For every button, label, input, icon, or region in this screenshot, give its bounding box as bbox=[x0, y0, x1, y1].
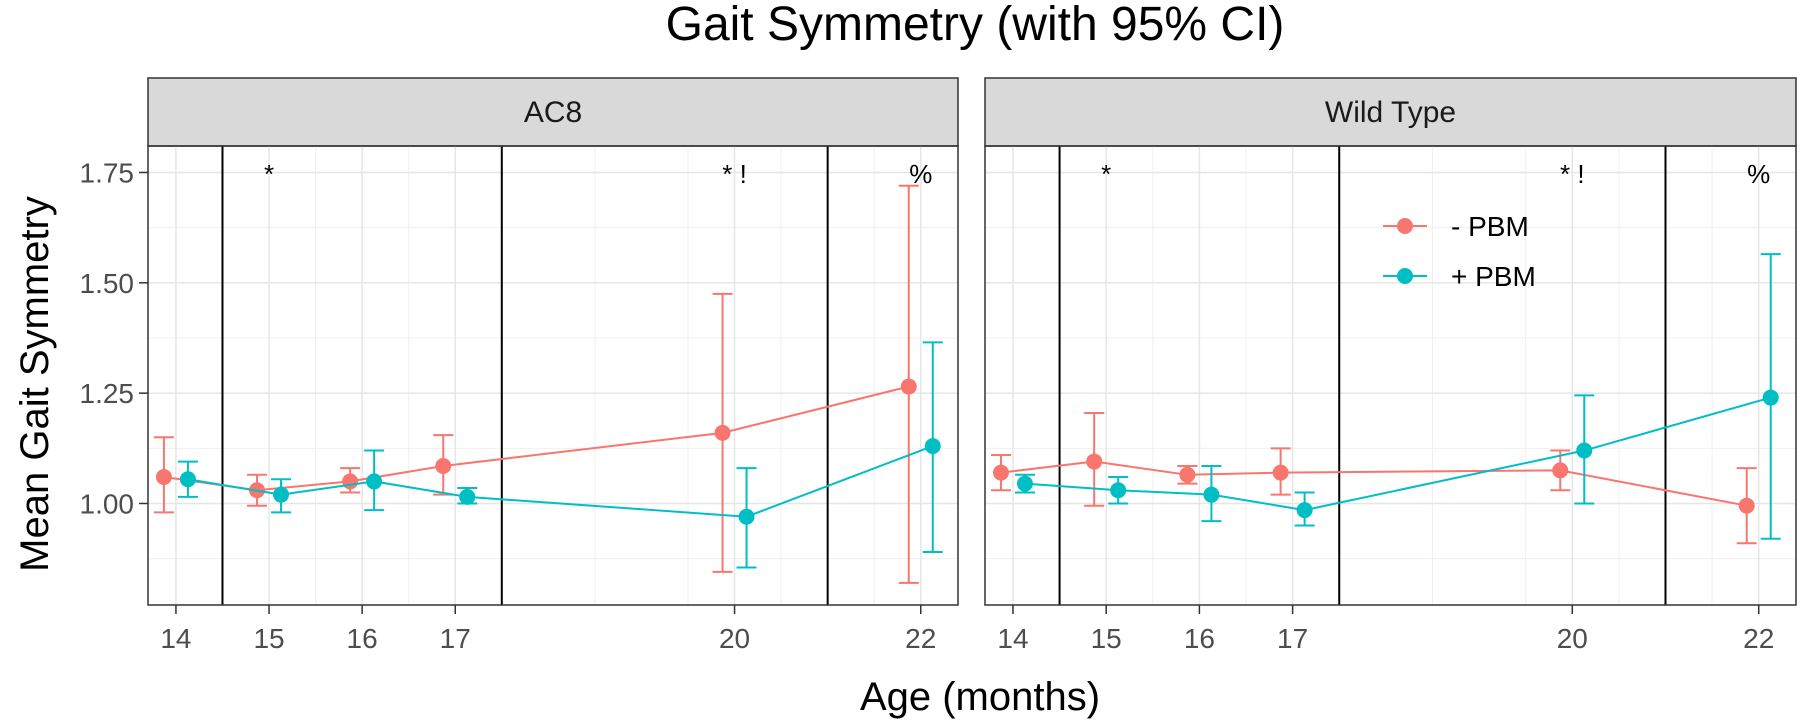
data-point bbox=[1552, 462, 1569, 479]
chart-title: Gait Symmetry (with 95% CI) bbox=[666, 0, 1285, 51]
x-tick-label: 15 bbox=[1091, 623, 1122, 654]
y-tick-label: 1.25 bbox=[80, 378, 135, 409]
legend-label: + PBM bbox=[1451, 261, 1536, 292]
data-point bbox=[1086, 453, 1103, 470]
data-point bbox=[1272, 464, 1289, 481]
series-line-minus-pbm bbox=[1000, 460, 1747, 507]
x-tick-label: 20 bbox=[1557, 623, 1588, 654]
data-point bbox=[1110, 482, 1127, 499]
data-point bbox=[179, 471, 196, 488]
significance-annotation: * ! bbox=[1560, 159, 1585, 189]
x-tick-label: 16 bbox=[347, 623, 378, 654]
panel-border bbox=[984, 145, 1797, 606]
y-tick-label: 1.50 bbox=[80, 268, 135, 299]
significance-annotation: % bbox=[1747, 159, 1770, 189]
panels: AC8 * * ! % 14 15 16 17 20 22 1.00 1.25 1.50 1.75 Wild… bbox=[80, 77, 1797, 654]
significance-annotation: % bbox=[909, 159, 932, 189]
legend-marker bbox=[1397, 268, 1413, 284]
data-point bbox=[1016, 475, 1033, 492]
x-tick-label: 16 bbox=[1184, 623, 1215, 654]
data-point bbox=[1296, 502, 1313, 519]
data-point bbox=[924, 438, 941, 455]
data-point bbox=[366, 473, 383, 490]
legend-item-minus-pbm: - PBM bbox=[1383, 211, 1529, 242]
data-point bbox=[1203, 486, 1220, 503]
data-point bbox=[459, 488, 476, 505]
facet-label: AC8 bbox=[524, 96, 582, 129]
data-point bbox=[1179, 466, 1196, 483]
panel-wild-type: Wild Type * * ! % 14 15 16 17 20 22 bbox=[984, 77, 1797, 654]
panel-ac8: AC8 * * ! % 14 15 16 17 20 22 1.00 1.25 1.50 1.75 bbox=[80, 77, 959, 654]
data-point bbox=[435, 457, 452, 474]
data-point bbox=[714, 424, 731, 441]
legend-item-plus-pbm: + PBM bbox=[1383, 261, 1536, 292]
y-axis-title: Mean Gait Symmetry bbox=[13, 196, 57, 572]
x-tick-label: 20 bbox=[719, 623, 750, 654]
data-point bbox=[1576, 442, 1593, 459]
series-line-plus-pbm bbox=[1024, 396, 1771, 512]
data-point bbox=[1762, 389, 1779, 406]
x-tick-label: 17 bbox=[1277, 623, 1308, 654]
facet-strip bbox=[984, 77, 1797, 147]
series-line-plus-pbm bbox=[187, 445, 934, 518]
significance-annotation: * bbox=[1101, 159, 1111, 189]
facet-label: Wild Type bbox=[1325, 96, 1456, 129]
legend-label: - PBM bbox=[1451, 211, 1529, 242]
data-point bbox=[1738, 497, 1755, 514]
facet-strip bbox=[147, 77, 959, 147]
legend: - PBM + PBM bbox=[1383, 211, 1536, 292]
data-point bbox=[738, 508, 755, 525]
legend-marker bbox=[1397, 218, 1413, 234]
x-tick-label: 22 bbox=[1743, 623, 1774, 654]
panel-border bbox=[147, 145, 959, 606]
data-point bbox=[342, 473, 359, 490]
x-tick-label: 14 bbox=[997, 623, 1028, 654]
data-point bbox=[273, 486, 290, 503]
x-tick-label: 14 bbox=[160, 623, 191, 654]
data-point bbox=[992, 464, 1009, 481]
x-tick-label: 15 bbox=[253, 623, 284, 654]
significance-annotation: * bbox=[264, 159, 274, 189]
series-line-minus-pbm bbox=[163, 385, 910, 492]
y-tick-label: 1.00 bbox=[80, 488, 135, 519]
data-point bbox=[155, 469, 172, 486]
data-point bbox=[900, 378, 917, 395]
x-axis-title: Age (months) bbox=[860, 675, 1100, 719]
y-tick-label: 1.75 bbox=[80, 157, 135, 188]
x-tick-label: 22 bbox=[905, 623, 936, 654]
x-tick-label: 17 bbox=[440, 623, 471, 654]
significance-annotation: * ! bbox=[722, 159, 747, 189]
